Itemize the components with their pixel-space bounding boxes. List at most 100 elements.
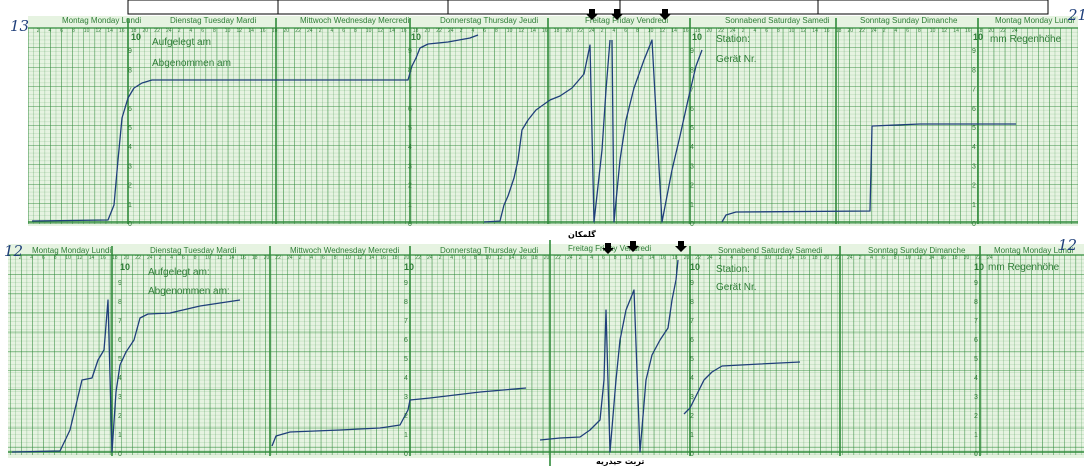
bottom-hour-tick: 16 (380, 255, 386, 261)
bottom-hour-tick: 18 (392, 255, 398, 261)
bottom-hour-tick: 2 (439, 255, 442, 261)
top-hour-tick: 20 (989, 28, 995, 34)
top-location-caption: گلمکان (568, 229, 596, 239)
arrow-down-icon (675, 241, 687, 252)
top-hour-tick: 18 (836, 28, 842, 34)
bottom-hour-tick: 6 (42, 255, 45, 261)
bottom-scale-columns: 10 10 10 10 (120, 262, 984, 272)
bottom-day-label: Mittwoch Wednesday Mercredi (290, 246, 399, 255)
top-hour-tick: 22 (718, 28, 724, 34)
bottom-hour-tick: 14 (229, 255, 235, 261)
top-regenhoehe-label: mm Regenhöhe (990, 34, 1062, 45)
bottom-hour-tick: 20 (264, 255, 270, 261)
top-day-label: Mittwoch Wednesday Mercredi (300, 16, 409, 25)
bottom-hour-tick: 20 (684, 255, 690, 261)
bottom-hour-tick: 22 (275, 255, 281, 261)
top-scale-value: 3 (690, 163, 694, 170)
bottom-event-arrows (602, 241, 687, 254)
bottom-hour-tick: 24 (287, 255, 293, 261)
bottom-scale-ten: 10 (690, 262, 700, 272)
bottom-hour-tick: 18 (812, 255, 818, 261)
top-hour-tick: 22 (859, 28, 865, 34)
top-hour-tick: 12 (519, 28, 525, 34)
bottom-hour-tick: 14 (369, 255, 375, 261)
top-scale-value: 6 (972, 106, 976, 113)
top-scale-value: 4 (690, 144, 694, 151)
top-hour-tick: 12 (96, 28, 102, 34)
top-day-label: Sonntag Sunday Dimanche (860, 16, 958, 25)
top-hour-tick: 6 (624, 28, 627, 34)
bottom-scale-value: 6 (690, 337, 694, 344)
bottom-scale-value: 0 (690, 451, 694, 458)
top-hour-tick: 6 (342, 28, 345, 34)
top-scale-value: 6 (690, 106, 694, 113)
bottom-hour-tick: 24 (847, 255, 853, 261)
bottom-hour-tick: 8 (54, 255, 57, 261)
bottom-hour-tick: 22 (135, 255, 141, 261)
top-hour-tick: 10 (225, 28, 231, 34)
top-hour-tick: 8 (72, 28, 75, 34)
top-scale-value: 4 (408, 144, 412, 151)
top-hour-tick: 24 (166, 28, 172, 34)
bottom-station-label: Station: (716, 264, 750, 275)
top-day-label: Freitag Friday Vendredi (585, 16, 668, 25)
bottom-hour-tick: 6 (182, 255, 185, 261)
top-scale-value: 6 (128, 106, 132, 113)
top-hour-tick: 4 (754, 28, 757, 34)
bottom-scale-value: 4 (404, 375, 408, 382)
bottom-hour-tick: 2 (859, 255, 862, 261)
bottom-handwritten-number: 12 (4, 242, 23, 260)
bottom-hour-tick: 20 (544, 255, 550, 261)
bottom-scale-value: 9 (690, 280, 694, 287)
bottom-day-label: Montag Monday Lundi (994, 246, 1073, 255)
top-day-label: Montag Monday Lundi (995, 16, 1074, 25)
top-scale-value: 3 (972, 163, 976, 170)
bottom-scale-value: 7 (118, 318, 122, 325)
bottom-day-label: Donnerstag Thursday Jeudi (440, 246, 538, 255)
top-scale-value: 8 (128, 67, 132, 74)
bottom-scale-value: 7 (690, 318, 694, 325)
bottom-scale-value: 3 (974, 394, 978, 401)
top-hour-tick: 4 (472, 28, 475, 34)
bottom-scale-value: 8 (404, 299, 408, 306)
bottom-hour-tick: 6 (882, 255, 885, 261)
top-hour-tick: 22 (154, 28, 160, 34)
bottom-hour-tick: 4 (590, 255, 593, 261)
top-hour-tick: 18 (977, 28, 983, 34)
top-hour-tick: 2 (460, 28, 463, 34)
top-hour-tick: 16 (401, 28, 407, 34)
top-hour-tick: 8 (495, 28, 498, 34)
bottom-hour-tick: 18 (252, 255, 258, 261)
top-scale-ten: 10 (131, 32, 141, 42)
top-hour-tick: 2 (319, 28, 322, 34)
bottom-hour-tick: 12 (77, 255, 83, 261)
bottom-hour-tick: 8 (334, 255, 337, 261)
top-scale-value: 0 (690, 221, 694, 228)
top-hour-tick: 18 (413, 28, 419, 34)
top-hour-tick: 10 (930, 28, 936, 34)
top-scale-value: 4 (128, 144, 132, 151)
top-day-label: Montag Monday Lundi (62, 16, 141, 25)
bottom-hour-tick: 16 (660, 255, 666, 261)
bottom-scale-value: 4 (974, 375, 978, 382)
top-handwritten-number: 13 (10, 17, 29, 35)
bottom-hour-tick: 22 (835, 255, 841, 261)
bottom-hour-tick: 2 (719, 255, 722, 261)
bottom-scale-value: 2 (690, 413, 694, 420)
top-hour-tick: 8 (636, 28, 639, 34)
top-hour-tick: 2 (37, 28, 40, 34)
bottom-hour-tick: 24 (707, 255, 713, 261)
top-hour-tick: 16 (119, 28, 125, 34)
bottom-aufgelegt-label: Aufgelegt am: (148, 267, 210, 278)
bottom-day-label: Sonntag Sunday Dimanche (868, 246, 966, 255)
top-header-box (127, 0, 1049, 15)
bottom-scale-value: 7 (404, 318, 408, 325)
top-scale-value: 2 (972, 183, 976, 190)
top-hour-tick: 8 (213, 28, 216, 34)
top-hour-tick: 2 (742, 28, 745, 34)
bottom-hour-tick: 18 (952, 255, 958, 261)
arrow-down-icon (586, 9, 598, 20)
top-hour-tick: 4 (895, 28, 898, 34)
bottom-scale-value: 4 (118, 375, 122, 382)
